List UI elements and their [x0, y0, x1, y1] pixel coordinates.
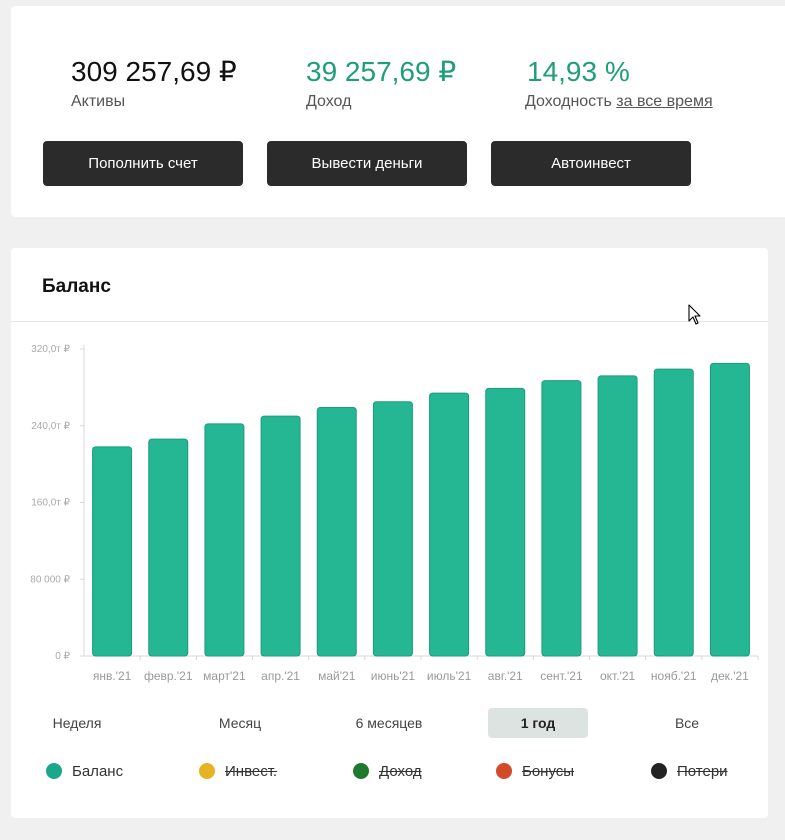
x-tick-label: май'21: [318, 669, 356, 683]
period-option-1[interactable]: Месяц: [218, 715, 262, 731]
period-option-2[interactable]: 6 месяцев: [355, 715, 423, 731]
legend-dot-icon: [651, 763, 667, 779]
bar-3[interactable]: [260, 415, 301, 657]
yield-label: Доходность за все время: [525, 93, 713, 111]
x-tick-label: авг.'21: [488, 669, 523, 683]
bar-7[interactable]: [485, 387, 526, 657]
legend-dot-icon: [496, 763, 512, 779]
y-tick-label: 0 ₽: [55, 651, 70, 662]
assets-value: 309 257,69 ₽: [71, 56, 237, 87]
yield-period-link[interactable]: за все время: [616, 93, 713, 110]
y-tick-label: 320,0т ₽: [31, 344, 70, 355]
bar-10[interactable]: [653, 368, 694, 657]
bar-2[interactable]: [204, 423, 245, 657]
period-option-4[interactable]: Все: [674, 715, 700, 731]
y-tick-label: 240,0т ₽: [31, 421, 70, 432]
x-tick-label: окт.'21: [600, 669, 636, 683]
withdraw-button[interactable]: Вывести деньги: [267, 141, 467, 186]
bar-5[interactable]: [372, 401, 413, 657]
assets-label: Активы: [71, 93, 126, 110]
autoinvest-button[interactable]: Автоинвест: [491, 141, 691, 186]
x-tick-label: дек.'21: [711, 669, 749, 683]
x-tick-label: июль'21: [427, 669, 472, 683]
deposit-button[interactable]: Пополнить счет: [43, 141, 243, 186]
x-tick-label: апр.'21: [261, 669, 300, 683]
yield-value: 14,93 %: [527, 56, 630, 87]
summary-card: 309 257,69 ₽ Активы 39 257,69 ₽ Доход 14…: [11, 6, 785, 217]
income-stat: 39 257,69 ₽ Доход: [306, 56, 456, 111]
legend-dot-icon: [199, 763, 215, 779]
legend-label: Бонусы: [522, 762, 575, 780]
legend-item-4[interactable]: Потери: [651, 758, 728, 784]
legend-dot-icon: [353, 763, 369, 779]
legend-label: Баланс: [72, 762, 124, 780]
mouse-cursor-icon: [688, 304, 701, 325]
legend-item-0[interactable]: Баланс: [46, 758, 123, 784]
bar-6[interactable]: [429, 392, 470, 657]
legend-label: Доход: [379, 762, 422, 780]
period-option-3[interactable]: 1 год: [488, 708, 588, 738]
assets-stat: 309 257,69 ₽ Активы: [71, 56, 237, 111]
bar-11[interactable]: [709, 362, 750, 657]
yield-label-text: Доходность: [525, 93, 612, 110]
legend-dot-icon: [46, 763, 62, 779]
legend-item-1[interactable]: Инвест.: [199, 758, 277, 784]
balance-bar-chart: 0 ₽ 80 000 ₽ 160,0т ₽ 240,0т ₽ 320,0т ₽ янв.'…: [30, 344, 759, 683]
divider: [11, 321, 768, 322]
yield-stat: 14,93 % Доходность за все время: [525, 56, 713, 111]
legend-item-2[interactable]: Доход: [353, 758, 422, 784]
legend-label: Инвест.: [225, 762, 278, 780]
legend-item-3[interactable]: Бонусы: [496, 758, 574, 784]
x-tick-label: февр.'21: [144, 669, 193, 683]
y-tick-label: 80 000 ₽: [30, 574, 70, 585]
legend-label: Потери: [677, 762, 728, 780]
balance-title: Баланс: [42, 276, 111, 297]
x-tick-label: янв.'21: [93, 669, 132, 683]
bar-9[interactable]: [597, 375, 638, 657]
bar-8[interactable]: [541, 380, 582, 657]
x-tick-label: сент.'21: [540, 669, 583, 683]
x-tick-label: март'21: [203, 669, 246, 683]
x-tick-label: нояб.'21: [651, 669, 697, 683]
x-tick-label: июнь'21: [371, 669, 416, 683]
bar-0[interactable]: [92, 446, 133, 657]
income-value: 39 257,69 ₽: [306, 56, 457, 87]
balance-card: Баланс 0 ₽ 80 000 ₽ 160,0т ₽ 240,0т ₽ 320,0т…: [11, 248, 768, 818]
bar-1[interactable]: [148, 438, 189, 657]
y-tick-label: 160,0т ₽: [31, 498, 70, 509]
income-label: Доход: [306, 93, 352, 110]
period-option-0[interactable]: Неделя: [52, 715, 102, 731]
bar-4[interactable]: [316, 407, 357, 657]
